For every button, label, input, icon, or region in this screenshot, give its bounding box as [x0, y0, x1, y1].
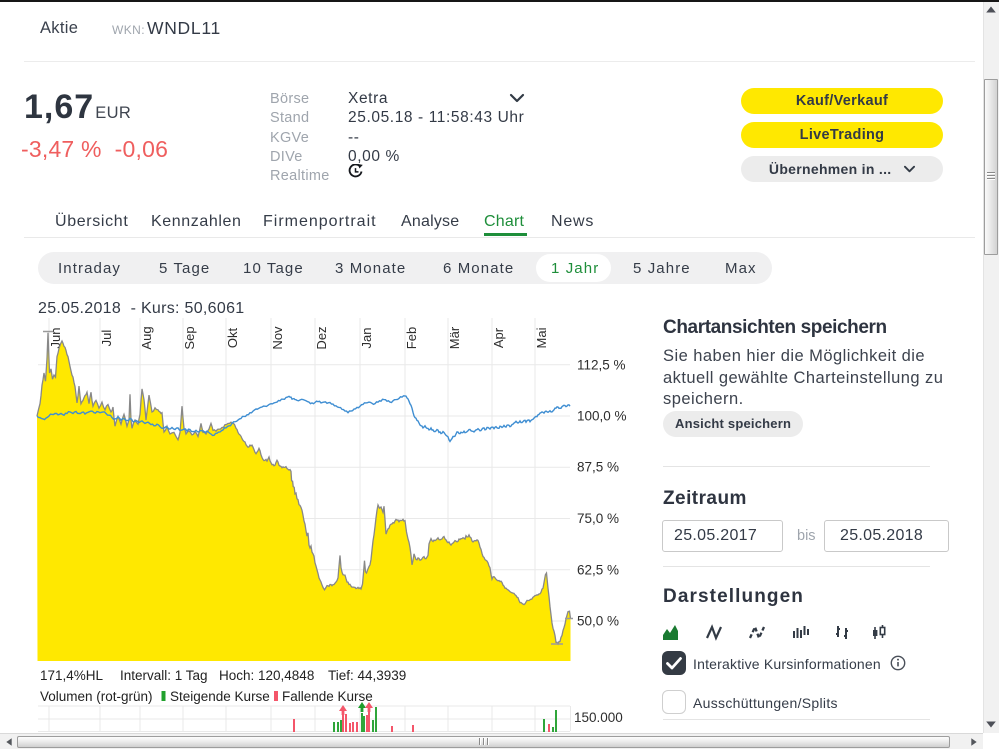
- svg-text:Sep: Sep: [182, 326, 197, 349]
- svg-text:171,4%HL: 171,4%HL: [40, 668, 104, 683]
- svg-text:Mär: Mär: [447, 326, 462, 349]
- svg-text:Apr: Apr: [491, 327, 506, 348]
- svg-text:Aug: Aug: [139, 326, 154, 349]
- svg-text:62,5 %: 62,5 %: [577, 562, 619, 577]
- svg-text:Nov: Nov: [270, 326, 285, 350]
- svg-text:Tief: 44,3939: Tief: 44,3939: [328, 668, 406, 683]
- svg-text:Intervall: 1 Tag: Intervall: 1 Tag: [120, 668, 208, 683]
- svg-text:112,5 %: 112,5 %: [577, 357, 626, 372]
- svg-text:87,5 %: 87,5 %: [577, 460, 619, 475]
- svg-text:75,0 %: 75,0 %: [577, 511, 619, 526]
- svg-text:Mai: Mai: [534, 327, 549, 348]
- svg-text:Feb: Feb: [404, 327, 419, 349]
- svg-text:Steigende Kurse: Steigende Kurse: [170, 689, 270, 704]
- svg-text:150.000: 150.000: [574, 710, 623, 725]
- svg-text:Fallende Kurse: Fallende Kurse: [282, 689, 373, 704]
- svg-text:Jun: Jun: [48, 328, 63, 349]
- svg-text:Dez: Dez: [314, 326, 329, 349]
- svg-text:25.05.2018 - Kurs: 50,6061: 25.05.2018 - Kurs: 50,6061: [38, 300, 244, 317]
- svg-text:Hoch: 120,4848: Hoch: 120,4848: [219, 668, 314, 683]
- svg-text:Okt: Okt: [225, 328, 240, 349]
- svg-text:100,0 %: 100,0 %: [577, 409, 627, 424]
- svg-text:Volumen (rot-grün): Volumen (rot-grün): [40, 689, 153, 704]
- svg-text:Jan: Jan: [359, 328, 374, 349]
- svg-text:50,0 %: 50,0 %: [577, 614, 619, 629]
- svg-text:Jul: Jul: [99, 330, 114, 347]
